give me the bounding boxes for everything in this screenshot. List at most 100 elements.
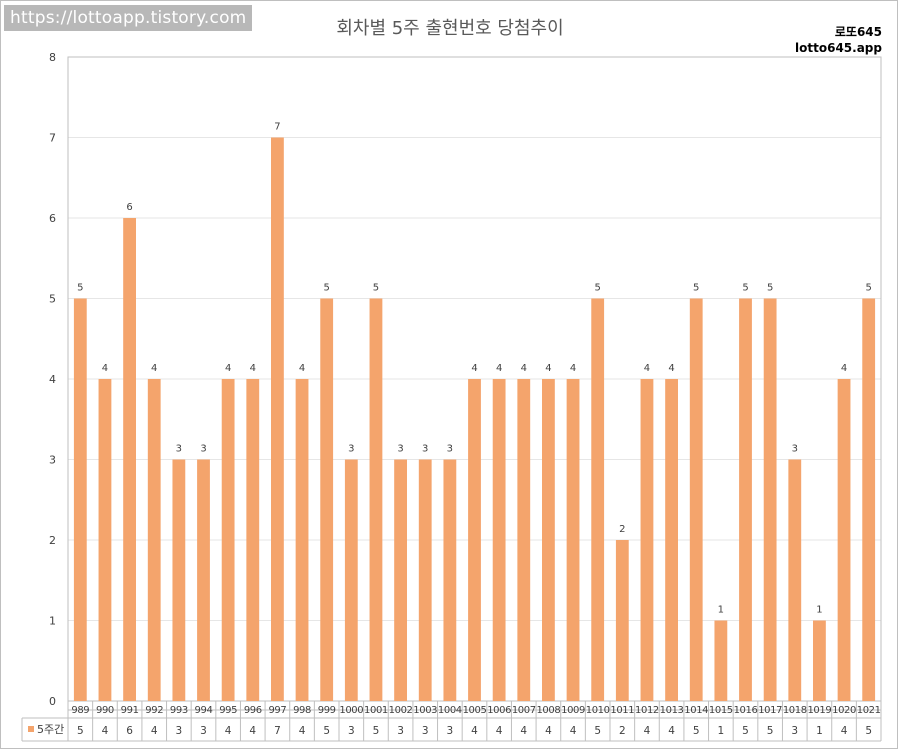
brand-url: lotto645.app: [795, 41, 882, 55]
x-category-label: 992: [145, 705, 163, 716]
x-category-label: 990: [96, 705, 114, 716]
bar: [566, 379, 580, 701]
x-category-label: 1017: [758, 705, 782, 716]
table-value: 4: [151, 725, 158, 737]
x-category-label: 991: [121, 705, 139, 716]
bar: [443, 459, 457, 701]
table-value: 6: [126, 725, 133, 737]
brand-name: 로또645: [834, 25, 882, 39]
y-tick-label: 6: [49, 212, 56, 225]
bar: [221, 379, 235, 701]
table-value: 5: [693, 725, 700, 737]
bar: [147, 379, 161, 701]
data-label: 4: [225, 363, 231, 374]
data-label: 7: [274, 122, 280, 133]
table-value: 3: [176, 725, 183, 737]
y-tick-label: 2: [49, 534, 56, 547]
table-value: 4: [545, 725, 552, 737]
bar: [615, 540, 629, 701]
data-label: 4: [471, 363, 477, 374]
table-value: 4: [102, 725, 109, 737]
x-category-label: 1008: [536, 705, 560, 716]
table-value: 4: [299, 725, 306, 737]
data-label: 3: [397, 444, 403, 455]
y-tick-label: 0: [49, 695, 56, 708]
y-tick-label: 4: [49, 373, 56, 386]
bar: [197, 459, 210, 701]
bar: [172, 459, 186, 701]
data-label: 5: [742, 283, 748, 294]
data-label: 5: [373, 283, 379, 294]
table-value: 2: [619, 725, 626, 737]
x-category-label: 1009: [561, 705, 585, 716]
legend-swatch: [28, 726, 34, 732]
table-value: 3: [200, 725, 207, 737]
bar: [640, 379, 654, 701]
x-category-label: 1019: [807, 705, 831, 716]
data-label: 5: [693, 283, 699, 294]
x-category-label: 1000: [339, 705, 363, 716]
data-label: 3: [200, 444, 206, 455]
table-value: 5: [77, 725, 84, 737]
x-category-label: 1001: [364, 705, 388, 716]
table-value: 4: [496, 725, 503, 737]
y-tick-label: 7: [49, 132, 56, 145]
data-label: 4: [644, 363, 650, 374]
data-label: 5: [77, 283, 83, 294]
data-label: 4: [570, 363, 576, 374]
bar: [98, 379, 112, 701]
x-category-label: 1021: [857, 705, 881, 716]
table-value: 4: [471, 725, 478, 737]
bar: [418, 459, 432, 701]
data-label: 4: [521, 363, 527, 374]
table-value: 3: [791, 725, 798, 737]
bar: [123, 218, 136, 701]
bar: [320, 298, 334, 701]
bar: [73, 298, 87, 701]
x-category-label: 996: [244, 705, 262, 716]
table-value: 5: [594, 725, 601, 737]
x-category-label: 1006: [487, 705, 511, 716]
bar: [591, 298, 605, 701]
table-value: 1: [816, 725, 823, 737]
chart-title: 회차별 5주 출현번호 당첨추이: [336, 18, 564, 39]
bar: [739, 298, 752, 701]
x-category-label: 989: [71, 705, 89, 716]
table-value: 5: [323, 725, 330, 737]
bar: [714, 620, 728, 701]
x-category-label: 993: [170, 705, 188, 716]
x-category-label: 1018: [783, 705, 807, 716]
data-label: 4: [250, 363, 256, 374]
table-value: 4: [249, 725, 256, 737]
x-category-label: 1010: [586, 705, 610, 716]
x-category-label: 1013: [660, 705, 684, 716]
data-label: 4: [841, 363, 847, 374]
bar: [369, 298, 383, 701]
x-category-label: 1004: [438, 705, 462, 716]
data-label: 3: [176, 444, 182, 455]
x-category-label: 997: [268, 705, 286, 716]
data-label: 3: [348, 444, 354, 455]
bar: [344, 459, 358, 701]
bar: [862, 298, 876, 701]
table-value: 5: [373, 725, 380, 737]
x-category-label: 1011: [610, 705, 634, 716]
x-category-label: 995: [219, 705, 237, 716]
watermark: https://lottoapp.tistory.com: [4, 5, 253, 31]
table-value: 4: [644, 725, 651, 737]
bar: [689, 298, 703, 701]
data-label: 3: [792, 444, 798, 455]
data-label: 4: [151, 363, 157, 374]
x-category-label: 1002: [389, 705, 413, 716]
data-label: 4: [496, 363, 502, 374]
legend-label: 5주간: [37, 723, 64, 736]
data-label: 4: [299, 363, 305, 374]
bar: [492, 379, 506, 701]
data-label: 3: [422, 444, 428, 455]
bar: [542, 379, 555, 701]
table-value: 3: [348, 725, 355, 737]
x-category-label: 1007: [512, 705, 536, 716]
bar: [813, 620, 826, 701]
